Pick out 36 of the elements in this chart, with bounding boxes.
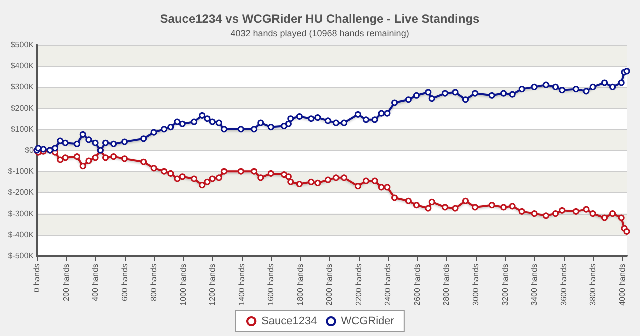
x-tick-label: 400 hands <box>91 264 100 302</box>
chart-title: Sauce1234 vs WCGRider HU Challenge - Live Standings <box>160 12 480 26</box>
x-tick-label: 1000 hands <box>178 264 188 306</box>
x-tick-label: 1400 hands <box>237 264 246 306</box>
y-tick-label: $-200K <box>8 188 35 198</box>
legend-label: WCGRider <box>341 316 395 328</box>
x-tick-label: 0 hands <box>32 264 42 292</box>
y-tick-label: $0 <box>25 146 35 155</box>
x-tick-label: 2400 hands <box>384 264 393 306</box>
chart-subtitle: 4032 hands played (10968 hands remaining) <box>230 28 410 38</box>
x-tick-label: 1600 hands <box>266 264 276 306</box>
x-tick-label: 1800 hands <box>296 264 305 306</box>
x-tick-label: 2200 hands <box>354 264 364 306</box>
legend-label: Sauce1234 <box>262 316 318 328</box>
y-tick-label: $-300K <box>8 209 35 218</box>
x-tick-label: 1200 hands <box>208 264 218 306</box>
y-tick-label: $500K <box>10 40 35 50</box>
x-tick-label: 800 hands <box>150 264 159 302</box>
y-tick-label: $-100K <box>8 167 35 176</box>
x-tick-label: 2000 hands <box>325 264 334 306</box>
x-tick-label: 3800 hands <box>588 264 598 306</box>
y-tick-label: $-500K <box>8 252 35 260</box>
x-tick-label: 4000 hands <box>618 264 627 306</box>
x-tick-label: 600 hands <box>120 264 130 302</box>
x-tick-label: 3400 hands <box>530 264 540 306</box>
x-tick-label: 3600 hands <box>559 264 568 306</box>
y-tick-label: $400K <box>10 62 35 71</box>
y-tick-label: $300K <box>10 82 35 92</box>
x-tick-label: 3000 hands <box>471 264 480 306</box>
x-tick-label: 2600 hands <box>412 264 422 306</box>
y-tick-label: $-400K <box>8 230 35 240</box>
x-tick-label: 2800 hands <box>442 264 452 306</box>
y-tick-label: $200K <box>10 104 35 113</box>
x-tick-label: 3200 hands <box>500 264 510 306</box>
x-tick-label: 200 hands <box>62 264 71 302</box>
y-tick-label: $100K <box>10 124 35 134</box>
